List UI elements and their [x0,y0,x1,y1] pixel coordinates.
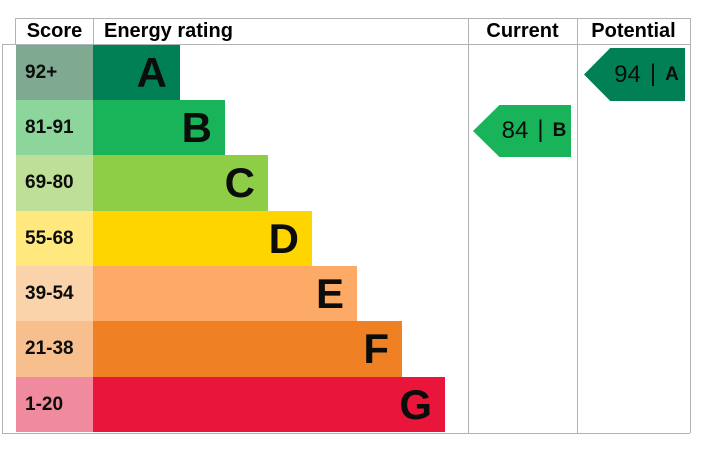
potential-score-value: 94 [614,60,641,88]
band-bar-b: B [93,100,225,155]
column-header-energy-rating: Energy rating [104,20,233,42]
score-range-e: 39-54 [16,266,93,321]
score-range-label: 1-20 [25,393,64,415]
score-range-label: 81-91 [25,116,74,138]
score-range-label: 69-80 [25,172,74,193]
band-row-a: 92+ A [16,45,180,100]
header-bottom-border [2,44,690,45]
divider-current-potential [577,18,578,433]
band-bar-g: G [93,377,445,432]
column-header-score: Score [26,20,83,42]
table-top-border [15,18,690,19]
band-letter: E [315,269,344,317]
score-range-c: 69-80 [16,155,93,211]
score-range-b: 81-91 [16,100,93,155]
potential-rating-arrow: 94 | A [584,48,685,101]
potential-band-letter: A [665,63,679,85]
band-row-b: 81-91 B [16,100,225,155]
band-letter: A [136,48,167,96]
score-range-d: 55-68 [16,211,93,266]
divider-rating-current [468,18,469,433]
score-range-label: 55-68 [25,227,74,249]
score-range-g: 1-20 [16,377,93,432]
band-bar-c: C [93,155,268,211]
score-range-a: 92+ [16,45,93,100]
table-right-border [690,18,691,433]
band-letter: D [268,214,299,262]
band-row-c: 69-80 C [16,155,268,211]
band-bar-f: F [93,321,402,377]
band-letter: B [181,103,212,151]
table-left-border [2,44,3,433]
band-row-e: 39-54 E [16,266,357,321]
table-bottom-border [2,433,690,434]
score-range-label: 92+ [25,61,58,83]
current-score-value: 84 [501,117,529,144]
divider-score-rating [93,18,94,44]
score-range-label: 39-54 [25,282,74,304]
current-separator: | [537,116,544,143]
band-bar-e: E [93,266,357,321]
band-letter: C [224,159,255,206]
band-row-g: 1-20 G [16,377,445,432]
current-band-letter: B [552,120,567,141]
header-left-border [15,18,16,44]
column-header-current: Current [486,20,559,42]
band-letter: G [399,380,432,428]
current-rating-arrow: 84 | B [473,105,571,157]
band-bar-d: D [93,211,312,266]
band-row-f: 21-38 F [16,321,402,377]
column-header-potential: Potential [591,20,676,42]
band-bar-a: A [93,45,180,100]
band-letter: F [363,325,389,372]
score-range-label: 21-38 [25,338,74,359]
potential-separator: | [649,59,657,87]
score-range-f: 21-38 [16,321,93,377]
band-row-d: 55-68 D [16,211,312,266]
